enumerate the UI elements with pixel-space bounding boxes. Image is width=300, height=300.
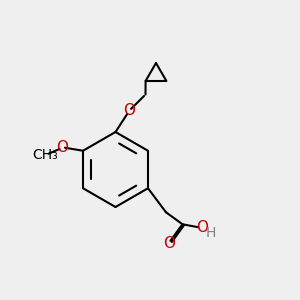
Text: O: O [196,220,208,235]
Text: H: H [205,226,216,240]
Text: O: O [123,103,135,118]
Text: O: O [56,140,68,155]
Text: CH₃: CH₃ [33,148,58,162]
Text: O: O [163,236,175,251]
